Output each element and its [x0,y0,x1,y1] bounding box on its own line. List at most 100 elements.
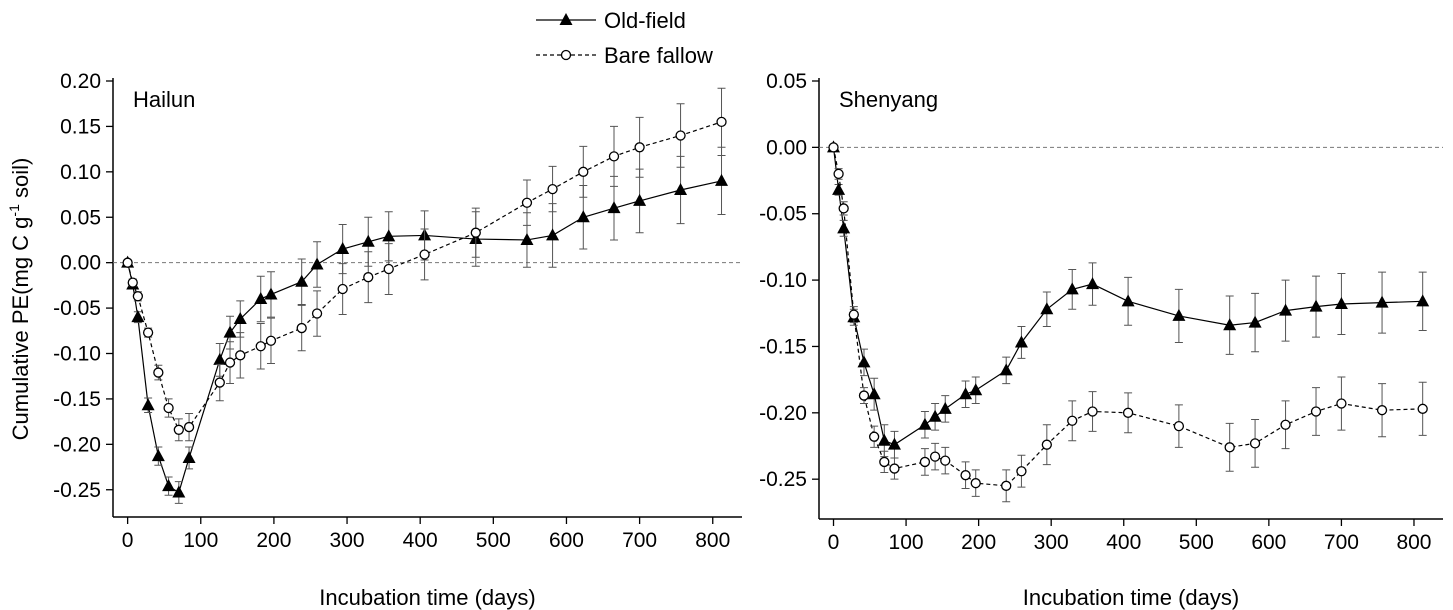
marker [131,310,145,323]
marker [233,311,247,324]
y-axis-label-sup: -1 [6,204,22,217]
y-tick-label: -0.05 [53,297,101,320]
marker [858,390,870,401]
y-tick-label: 0.20 [60,70,101,93]
legend-marker [560,49,572,61]
x-tick-label: 600 [1251,531,1286,554]
marker [132,291,144,302]
marker [1376,405,1388,416]
x-tick-label: 200 [256,529,291,552]
x-tick-label: 300 [330,529,365,552]
y-tick-label: 0.05 [60,206,101,229]
marker [214,377,225,388]
y-tick-label: -0.15 [53,388,101,411]
marker [382,229,396,242]
marker [547,183,558,195]
marker [938,401,952,414]
marker [607,201,621,214]
marker [224,357,236,368]
marker [295,274,309,287]
x-tick-label: 400 [403,529,438,552]
x-axis-label: Incubation time (days) [319,585,535,610]
y-tick-label: -0.25 [53,479,101,502]
marker [336,242,350,255]
marker [969,383,983,396]
x-tick-label: 300 [1034,531,1069,554]
y-tick-label: -0.25 [759,468,807,491]
y-axis-label: Cumulative PE(mg C g-1 soil) [6,158,33,441]
marker [928,409,942,422]
marker [520,232,534,245]
marker [918,417,932,430]
marker [265,335,277,346]
marker [163,402,174,414]
marker [608,151,620,162]
marker [837,221,851,234]
marker [832,182,846,195]
marker [960,470,971,481]
x-tick-label: 100 [183,529,218,552]
panel-title: Hailun [133,87,195,112]
y-tick-label: 0.15 [60,115,101,138]
marker [715,173,729,186]
x-tick-label: 500 [476,529,511,552]
marker [1121,294,1135,307]
marker [1279,303,1293,316]
marker [877,433,891,446]
y-axis-label-after: soil) [8,158,33,204]
marker [1336,398,1347,409]
marker [833,168,844,180]
marker [716,116,727,128]
marker [235,350,246,361]
marker [419,249,430,260]
y-tick-label: -0.10 [53,343,101,366]
y-tick-label: -0.15 [759,335,807,358]
marker [151,449,165,462]
legend-marker [559,13,573,25]
marker [848,309,859,320]
marker [879,456,890,468]
y-tick-label: 0.00 [766,136,807,159]
x-axis-label: Incubation time (days) [1023,585,1239,610]
marker [296,322,307,334]
panel-title: Shenyang [839,87,938,112]
marker [919,456,931,468]
marker [1280,419,1291,430]
marker [828,142,839,153]
marker [634,142,645,153]
x-tick-label: 600 [549,529,584,552]
marker [1375,295,1389,308]
x-tick-label: 200 [961,531,996,554]
marker [337,283,348,295]
series-line [127,121,722,431]
marker [578,166,589,177]
x-tick-label: 400 [1106,531,1141,554]
x-tick-label: 500 [1179,531,1214,554]
marker [940,455,951,466]
x-tick-label: 800 [1396,531,1431,554]
marker [223,325,237,338]
y-axis-label-text: Cumulative PE(mg C g [8,217,33,441]
marker [1040,302,1054,315]
marker [361,234,375,247]
marker [182,450,196,463]
marker [959,387,973,400]
marker [1416,294,1430,307]
marker [1016,466,1027,477]
marker [970,478,981,489]
marker [127,277,138,288]
y-tick-label: 0.10 [60,161,101,184]
y-tick-label: 0.05 [766,70,807,93]
marker [383,263,394,275]
marker [546,228,560,241]
x-tick-label: 100 [889,531,924,554]
marker [213,352,227,365]
marker [1014,335,1028,348]
x-tick-label: 800 [695,529,730,552]
marker [521,197,533,208]
marker [1173,420,1185,432]
marker [1223,318,1237,331]
marker [887,437,901,450]
marker [142,327,154,338]
